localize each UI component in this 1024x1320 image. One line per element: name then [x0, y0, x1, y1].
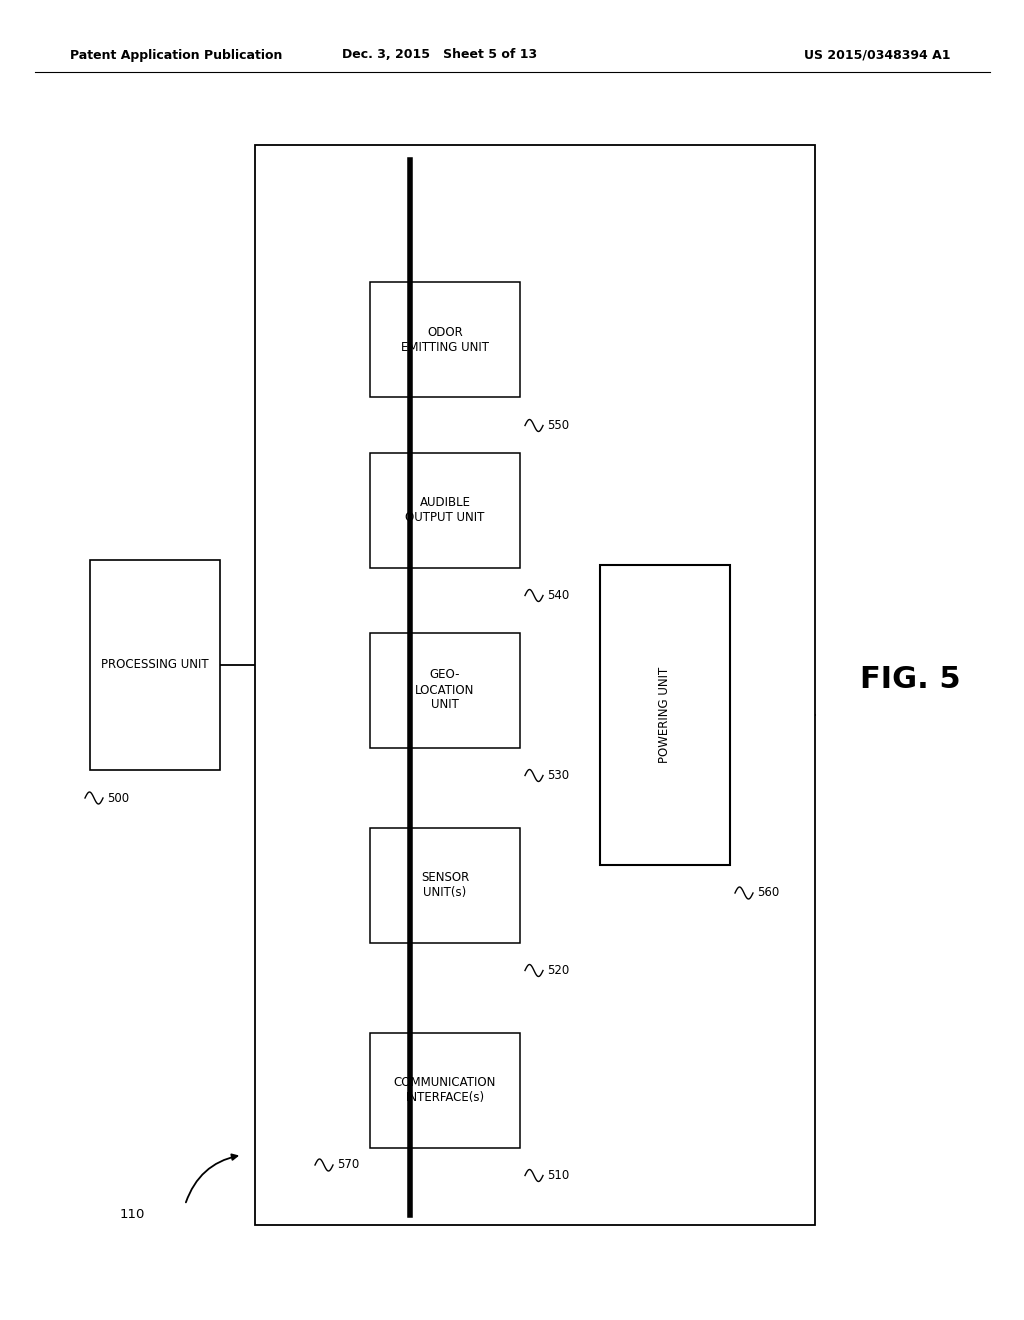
- Text: 550: 550: [547, 418, 569, 432]
- Text: POWERING UNIT: POWERING UNIT: [658, 667, 672, 763]
- Text: 560: 560: [757, 887, 779, 899]
- Bar: [255, 145, 815, 1225]
- Bar: [600, 565, 730, 865]
- Text: SENSOR
UNIT(s): SENSOR UNIT(s): [421, 871, 469, 899]
- Text: 500: 500: [106, 792, 129, 804]
- Text: Dec. 3, 2015   Sheet 5 of 13: Dec. 3, 2015 Sheet 5 of 13: [342, 49, 538, 62]
- Bar: [370, 1032, 520, 1147]
- Text: AUDIBLE
OUTPUT UNIT: AUDIBLE OUTPUT UNIT: [406, 496, 484, 524]
- Text: PROCESSING UNIT: PROCESSING UNIT: [101, 659, 209, 672]
- Text: 110: 110: [120, 1209, 145, 1221]
- Text: 520: 520: [547, 964, 569, 977]
- Text: US 2015/0348394 A1: US 2015/0348394 A1: [804, 49, 950, 62]
- Text: COMMUNICATION
INTERFACE(s): COMMUNICATION INTERFACE(s): [394, 1076, 497, 1104]
- Bar: [370, 282, 520, 397]
- Text: FIG. 5: FIG. 5: [860, 665, 961, 694]
- Bar: [370, 632, 520, 747]
- Bar: [370, 453, 520, 568]
- Bar: [370, 828, 520, 942]
- Text: ODOR
EMITTING UNIT: ODOR EMITTING UNIT: [401, 326, 489, 354]
- Text: 540: 540: [547, 589, 569, 602]
- Text: GEO-
LOCATION
UNIT: GEO- LOCATION UNIT: [416, 668, 475, 711]
- Text: Patent Application Publication: Patent Application Publication: [70, 49, 283, 62]
- Text: 510: 510: [547, 1170, 569, 1181]
- Text: 530: 530: [547, 770, 569, 781]
- Bar: [90, 560, 220, 770]
- Text: 570: 570: [337, 1159, 359, 1172]
